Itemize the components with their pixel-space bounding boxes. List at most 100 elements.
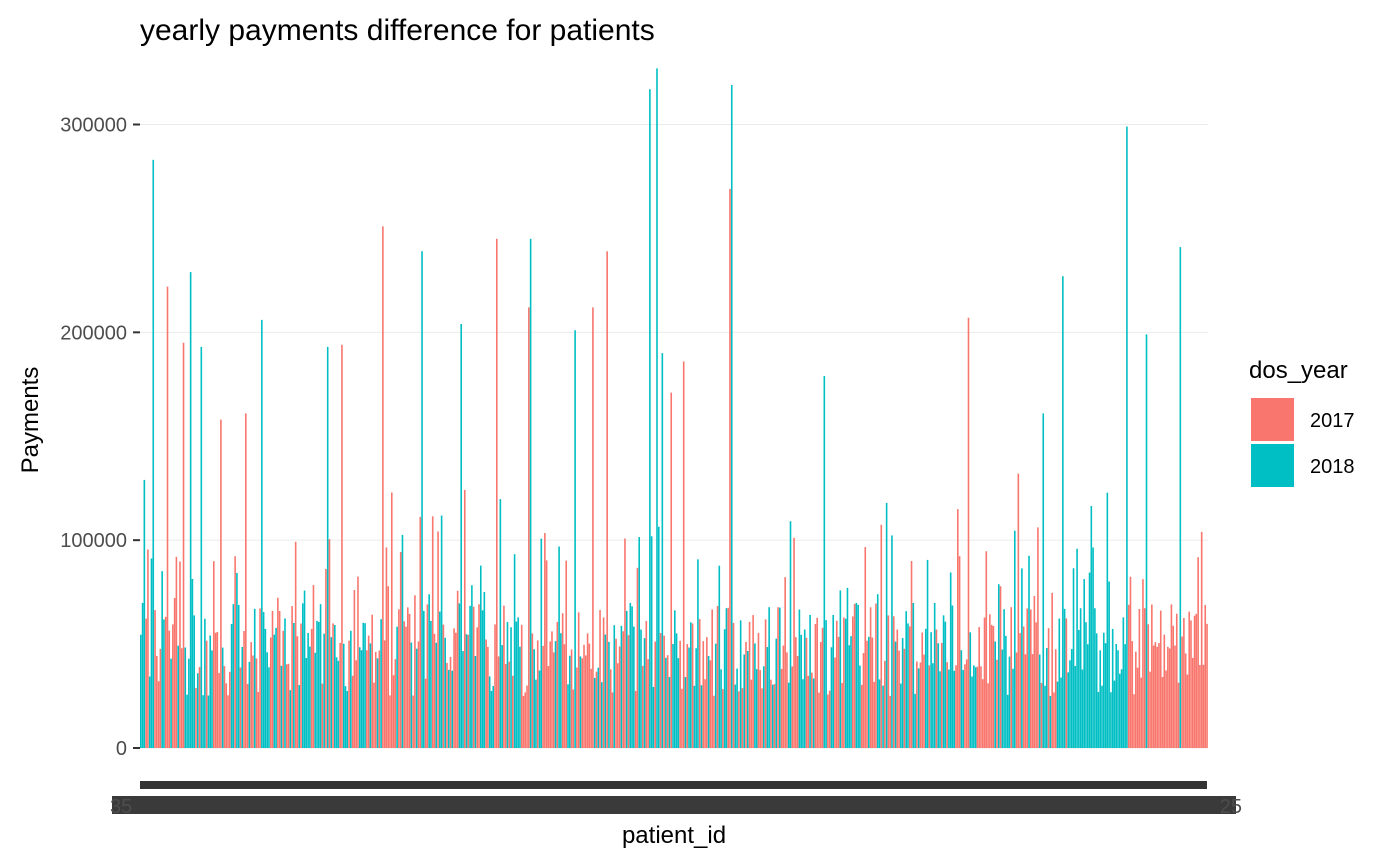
bar-2018 bbox=[275, 627, 277, 748]
bar-2017 bbox=[816, 617, 818, 748]
bar-2018 bbox=[188, 658, 190, 748]
bar-2017 bbox=[367, 635, 370, 748]
bar-2017 bbox=[976, 666, 979, 748]
bar-2018 bbox=[501, 645, 503, 748]
bar-2018 bbox=[907, 623, 909, 748]
bar-2018 bbox=[335, 657, 338, 748]
bar-2018 bbox=[519, 646, 521, 748]
bar-2018 bbox=[1063, 608, 1066, 748]
bar-2017 bbox=[1186, 674, 1189, 748]
bar-2018 bbox=[912, 603, 915, 748]
bar-2017 bbox=[617, 663, 619, 748]
bar-2017 bbox=[504, 663, 507, 748]
bar-2017 bbox=[257, 692, 260, 748]
bar-2017 bbox=[1167, 646, 1169, 748]
bar-2017 bbox=[551, 631, 553, 748]
bar-2017 bbox=[910, 560, 913, 748]
bar-2018 bbox=[942, 615, 945, 748]
bar-2018 bbox=[423, 610, 425, 748]
bar-2018 bbox=[1083, 579, 1085, 748]
bar-2017 bbox=[887, 615, 890, 748]
bar-2017 bbox=[497, 656, 500, 748]
bar-2017 bbox=[989, 614, 991, 748]
bar-2018 bbox=[236, 572, 238, 748]
bar-2018 bbox=[141, 602, 144, 748]
bar-2018 bbox=[787, 682, 790, 748]
bar-2018 bbox=[857, 604, 859, 748]
bar-2017 bbox=[928, 665, 931, 748]
bar-2017 bbox=[681, 688, 683, 748]
bar-2017 bbox=[446, 662, 448, 748]
bar-2018 bbox=[161, 571, 163, 748]
bar-2017 bbox=[691, 623, 694, 748]
bar-2018 bbox=[629, 602, 632, 748]
bar-2018 bbox=[960, 650, 963, 748]
bar-2018 bbox=[917, 668, 920, 748]
bar-2017 bbox=[716, 606, 719, 748]
bar-2017 bbox=[841, 682, 843, 748]
bar-2017 bbox=[366, 650, 368, 748]
bar-2017 bbox=[835, 620, 838, 748]
bar-2018 bbox=[848, 645, 851, 748]
bar-2018 bbox=[894, 641, 897, 748]
bar-2017 bbox=[978, 627, 980, 748]
bar-2017 bbox=[615, 638, 617, 748]
bar-2018 bbox=[1101, 685, 1103, 748]
bar-2017 bbox=[278, 611, 281, 748]
bar-2017 bbox=[485, 639, 487, 748]
bar-2017 bbox=[426, 604, 429, 748]
bar-2017 bbox=[552, 652, 555, 748]
bar-2018 bbox=[953, 670, 956, 748]
bar-2017 bbox=[805, 637, 808, 748]
bar-2017 bbox=[588, 643, 591, 748]
bar-2018 bbox=[1086, 644, 1089, 748]
bar-2018 bbox=[771, 684, 774, 748]
bar-2017 bbox=[394, 659, 397, 748]
bar-2018 bbox=[1078, 629, 1080, 748]
bar-2018 bbox=[743, 654, 746, 748]
legend-label-2018: 2018 bbox=[1310, 456, 1355, 478]
bar-2017 bbox=[679, 640, 681, 748]
bar-2017 bbox=[1051, 592, 1053, 748]
bar-2017 bbox=[252, 655, 254, 748]
bar-2017 bbox=[611, 692, 614, 748]
bar-2017 bbox=[328, 539, 331, 748]
bar-2018 bbox=[1119, 673, 1121, 748]
bar-2017 bbox=[1017, 473, 1020, 748]
bar-2017 bbox=[919, 662, 922, 748]
bar-2017 bbox=[417, 641, 420, 748]
bar-2018 bbox=[360, 650, 363, 748]
bar-2017 bbox=[312, 585, 315, 748]
bar-2018 bbox=[1056, 681, 1059, 748]
bar-2017 bbox=[508, 661, 511, 748]
bar-2018 bbox=[396, 626, 398, 748]
bar-2017 bbox=[990, 624, 993, 748]
bar-2018 bbox=[876, 594, 879, 748]
bar-2018 bbox=[574, 330, 576, 748]
bar-2017 bbox=[383, 640, 386, 748]
bar-2017 bbox=[807, 675, 810, 748]
bar-2017 bbox=[520, 624, 523, 748]
bar-2017 bbox=[1202, 664, 1205, 748]
bar-2017 bbox=[706, 637, 708, 748]
bar-2017 bbox=[1204, 604, 1207, 748]
bar-2018 bbox=[775, 638, 778, 748]
bar-2018 bbox=[700, 685, 703, 748]
bar-2017 bbox=[156, 655, 158, 748]
bar-2018 bbox=[488, 676, 491, 748]
bar-2018 bbox=[725, 608, 728, 748]
bar-2017 bbox=[811, 672, 813, 748]
bar-2018 bbox=[189, 272, 192, 748]
bar-2018 bbox=[1097, 692, 1100, 748]
bar-2017 bbox=[1159, 610, 1162, 748]
x-axis: 35 25 bbox=[110, 781, 1242, 818]
bar-2017 bbox=[784, 577, 786, 748]
bar-2017 bbox=[243, 631, 245, 748]
bar-2018 bbox=[949, 572, 952, 748]
bar-2017 bbox=[225, 683, 228, 748]
bar-2018 bbox=[593, 677, 596, 748]
bar-2017 bbox=[666, 655, 669, 748]
bar-2018 bbox=[736, 668, 738, 748]
bar-2017 bbox=[987, 683, 989, 748]
bar-2017 bbox=[622, 631, 624, 748]
